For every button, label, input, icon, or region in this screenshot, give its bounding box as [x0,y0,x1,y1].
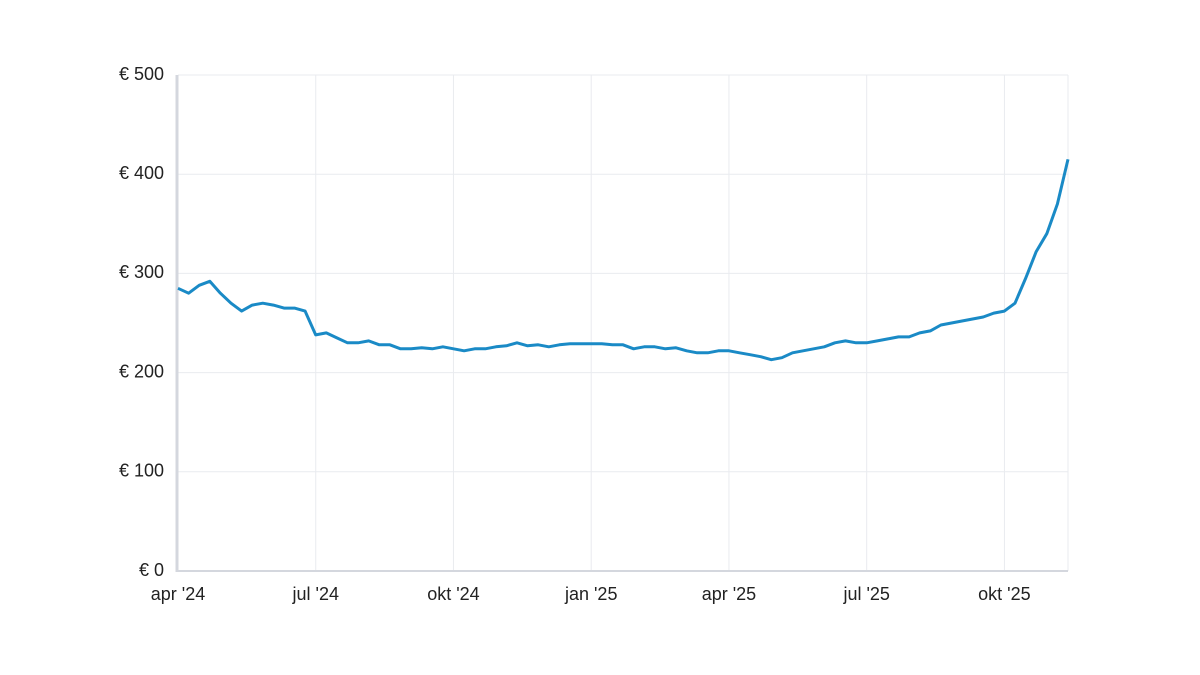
y-tick-label: € 500 [119,64,164,84]
y-tick-label: € 400 [119,163,164,183]
x-tick-label: okt '25 [978,584,1030,604]
x-tick-label: apr '24 [151,584,205,604]
x-tick-label: jan '25 [564,584,617,604]
x-tick-label: jul '24 [292,584,339,604]
x-tick-label: okt '24 [427,584,479,604]
y-tick-label: € 300 [119,262,164,282]
x-tick-label: apr '25 [702,584,756,604]
data-line [177,158,1070,362]
y-tick-label: € 200 [119,361,164,381]
x-tick-label: jul '25 [842,584,889,604]
y-tick-label: € 100 [119,461,164,481]
y-tick-label: € 0 [139,560,164,580]
